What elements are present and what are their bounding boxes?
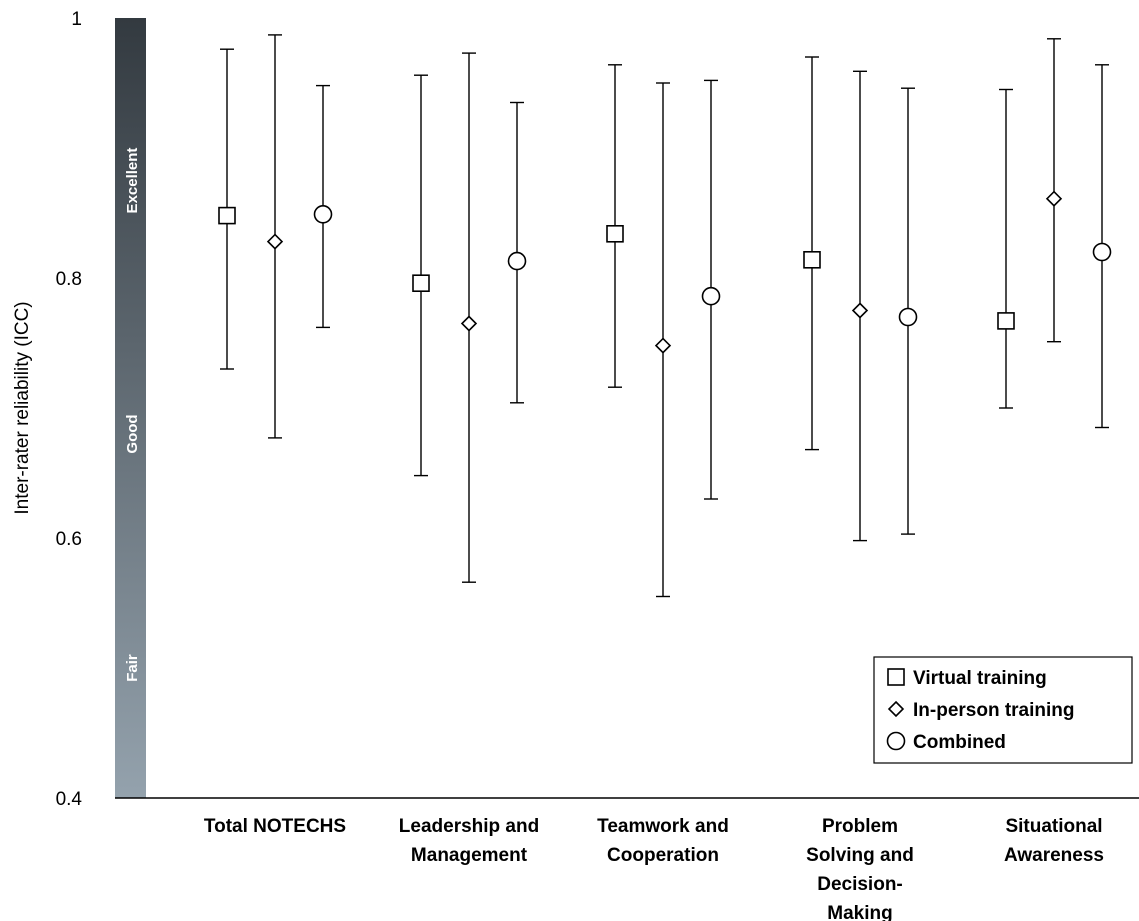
y-tick-label: 0.4: [56, 789, 83, 810]
x-category-label: Total NOTECHS: [204, 816, 346, 837]
point-square: [218, 206, 236, 225]
point-square: [803, 251, 821, 269]
legend-label: Virtual training: [913, 668, 1047, 689]
legend-label: Combined: [913, 732, 1006, 753]
y-tick-label: 1: [71, 9, 82, 30]
legend-marker-diamond: [887, 700, 905, 718]
point-square: [606, 225, 624, 243]
point-diamond: [460, 315, 478, 332]
point-circle: [313, 205, 333, 224]
legend-marker-circle: [886, 731, 906, 751]
legend-box: [873, 656, 1133, 764]
point-circle: [1092, 242, 1112, 262]
point-diamond: [266, 233, 284, 250]
point-square: [412, 274, 430, 293]
quality-band: [115, 18, 146, 798]
point-diamond: [1045, 190, 1063, 207]
band-label-fair: Fair: [124, 654, 141, 682]
x-category-label: Problem Solving and Decision-Making: [806, 816, 914, 921]
legend: Virtual training In-person training Combin…: [873, 656, 1133, 764]
point-circle: [701, 286, 721, 306]
x-category-label: Situational Awareness: [1004, 816, 1104, 866]
x-category-label: Leadership and Management: [399, 816, 539, 866]
error-bar-square: [999, 88, 1013, 409]
x-category-label: Teamwork and Cooperation: [597, 816, 729, 866]
y-tick-label: 0.6: [56, 529, 82, 550]
error-bar-diamond: [1047, 38, 1061, 343]
band-label-excellent: Excellent: [124, 148, 141, 214]
point-diamond: [654, 337, 672, 354]
point-circle: [507, 251, 527, 271]
point-diamond: [851, 302, 869, 319]
legend-label: In-person training: [913, 700, 1075, 721]
point-square: [997, 312, 1015, 330]
y-axis-label: Inter-rater reliability (ICC): [12, 301, 33, 514]
y-tick-label: 0.8: [56, 269, 82, 290]
legend-marker-square: [887, 668, 905, 686]
band-label-good: Good: [124, 414, 141, 453]
point-circle: [898, 307, 918, 327]
